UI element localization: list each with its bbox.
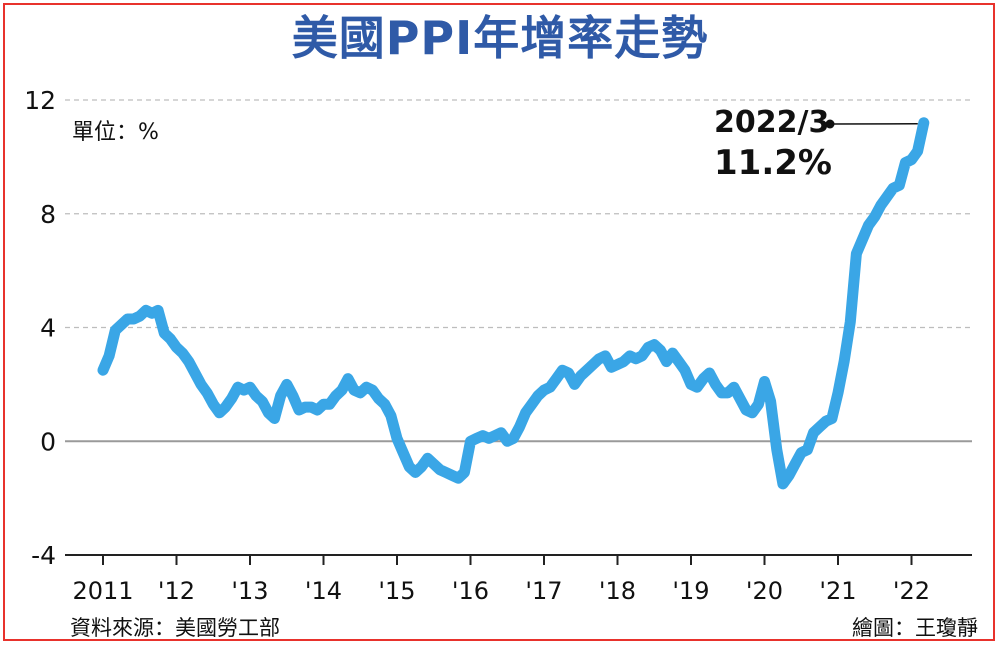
annotation-value: 11.2%: [714, 143, 832, 183]
x-tick-label: '12: [158, 577, 195, 605]
x-tick-label: '13: [231, 577, 268, 605]
y-tick-label: -4: [31, 541, 56, 570]
y-tick-label: 8: [40, 200, 56, 229]
x-tick-label: '21: [819, 577, 856, 605]
gridlines: [65, 99, 972, 329]
y-tick-label: 0: [40, 427, 56, 456]
x-tick-label: '20: [746, 577, 783, 605]
x-tick-label: '19: [672, 577, 709, 605]
y-axis-ticks: 12 8 4 0 -4: [24, 86, 56, 570]
x-tick-label: '14: [305, 577, 342, 605]
x-tick-label: '15: [378, 577, 415, 605]
unit-label: 單位：%: [72, 120, 159, 145]
series-line: [97, 117, 930, 490]
x-tick-label: '22: [893, 577, 930, 605]
annotation-date: 2022/3: [714, 105, 830, 140]
x-tick-label: '16: [452, 577, 489, 605]
x-axis: 2011 '12 '13 '14 '15 '16 '17 '18 '19 '20 '21 '22: [65, 554, 972, 605]
x-tick-label: 2011: [72, 577, 133, 605]
chart-title: 美國PPI年增率走勢: [291, 11, 709, 65]
x-tick-label: '18: [599, 577, 636, 605]
y-tick-label: 4: [40, 314, 56, 343]
chart-frame: [3, 3, 995, 641]
x-tick-label: '17: [525, 577, 562, 605]
y-tick-label: 12: [24, 86, 56, 115]
series-group: [97, 117, 930, 490]
credit-note: 繪圖：王瓊靜: [852, 616, 978, 640]
source-note: 資料來源：美國勞工部: [70, 616, 280, 640]
annotation-marker: [825, 119, 918, 129]
